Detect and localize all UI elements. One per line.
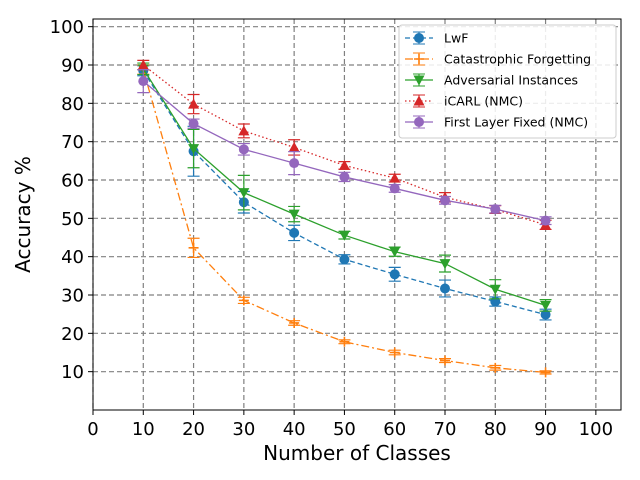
x-tick-label: 70	[434, 419, 457, 440]
legend-box	[398, 24, 617, 139]
legend-marker	[414, 33, 424, 43]
data-point	[440, 283, 450, 294]
legend-marker	[413, 95, 425, 106]
y-tick-label: 80	[61, 94, 84, 115]
data-point	[389, 183, 400, 194]
data-point	[238, 295, 249, 306]
legend-marker	[414, 117, 424, 127]
data-point	[339, 336, 350, 347]
data-point	[490, 204, 501, 215]
data-point	[389, 172, 401, 183]
legend-label: Catastrophic Forgetting	[444, 52, 591, 67]
data-point	[540, 309, 551, 320]
legend-label: First Layer Fixed (NMC)	[444, 115, 588, 130]
data-point	[440, 195, 450, 206]
x-tick-label: 80	[484, 419, 507, 440]
y-tick-label: 40	[61, 247, 84, 268]
data-point	[238, 144, 249, 155]
data-point	[339, 254, 350, 265]
data-point	[540, 215, 551, 226]
x-tick-label: 100	[579, 419, 613, 440]
legend-marker	[413, 75, 425, 86]
ticks: 0 10 20 30 40 50 60 70 80 90 100 10 20 30 40 50 60 70 80 90…	[50, 17, 613, 440]
y-tick-label: 100	[50, 17, 84, 38]
y-tick-label: 50	[61, 209, 84, 230]
data-point	[289, 317, 300, 328]
x-axis-title: Number of Classes	[263, 441, 451, 465]
series-line	[142, 69, 546, 374]
data-point	[389, 247, 401, 258]
grid	[92, 19, 621, 410]
x-tick-label: 40	[283, 419, 306, 440]
data-point	[289, 227, 300, 238]
legend-label: LwF	[444, 31, 468, 46]
data-point	[288, 141, 300, 152]
y-axis-title: Accuracy %	[11, 156, 35, 273]
data-point	[339, 171, 350, 182]
data-point	[338, 159, 350, 170]
data-point	[490, 362, 501, 373]
plot-frame	[92, 18, 622, 411]
legend: LwF Catastrophic Forgetting Adversarial In…	[398, 24, 617, 139]
data-point	[238, 188, 250, 199]
data-point	[389, 269, 400, 280]
legend-entry: Adversarial Instances	[405, 73, 578, 88]
legend-entry: First Layer Fixed (NMC)	[405, 115, 588, 130]
data-point	[289, 158, 300, 169]
legend-label: iCARL (NMC)	[444, 94, 523, 109]
data-point	[440, 355, 450, 366]
data-point	[389, 347, 400, 358]
x-tick-label: 90	[534, 419, 557, 440]
data-point	[188, 242, 199, 253]
y-tick-label: 20	[61, 324, 84, 345]
legend-entry: Catastrophic Forgetting	[405, 52, 591, 67]
x-tick-label: 10	[132, 419, 155, 440]
data-point	[439, 259, 451, 270]
data-point	[540, 367, 551, 378]
data-point	[137, 59, 149, 70]
data-point	[188, 118, 199, 129]
data-point	[489, 284, 501, 295]
y-tick-label: 10	[61, 362, 84, 383]
series-layer	[137, 59, 552, 378]
series-adversarial-instances	[137, 62, 552, 312]
x-tick-label: 60	[383, 419, 406, 440]
x-tick-label: 0	[87, 419, 98, 440]
data-point	[188, 144, 200, 155]
y-tick-label: 60	[61, 171, 84, 192]
data-point	[138, 76, 149, 87]
data-point	[338, 230, 350, 241]
legend-entry: LwF	[405, 31, 468, 46]
series-first-layer-fixed-nmc	[137, 69, 552, 226]
data-point	[288, 209, 300, 220]
data-point	[540, 300, 552, 311]
data-point	[238, 125, 250, 136]
x-tick-label: 50	[333, 419, 356, 440]
y-tick-label: 70	[61, 132, 84, 153]
y-tick-label: 90	[61, 56, 84, 77]
series-catastrophic-forgetting	[137, 64, 552, 378]
x-tick-label: 20	[182, 419, 205, 440]
y-tick-label: 30	[61, 286, 84, 307]
x-tick-label: 30	[232, 419, 255, 440]
legend-label: Adversarial Instances	[444, 73, 578, 88]
data-point	[188, 98, 200, 109]
legend-marker	[414, 54, 424, 64]
legend-entry: iCARL (NMC)	[405, 94, 523, 109]
